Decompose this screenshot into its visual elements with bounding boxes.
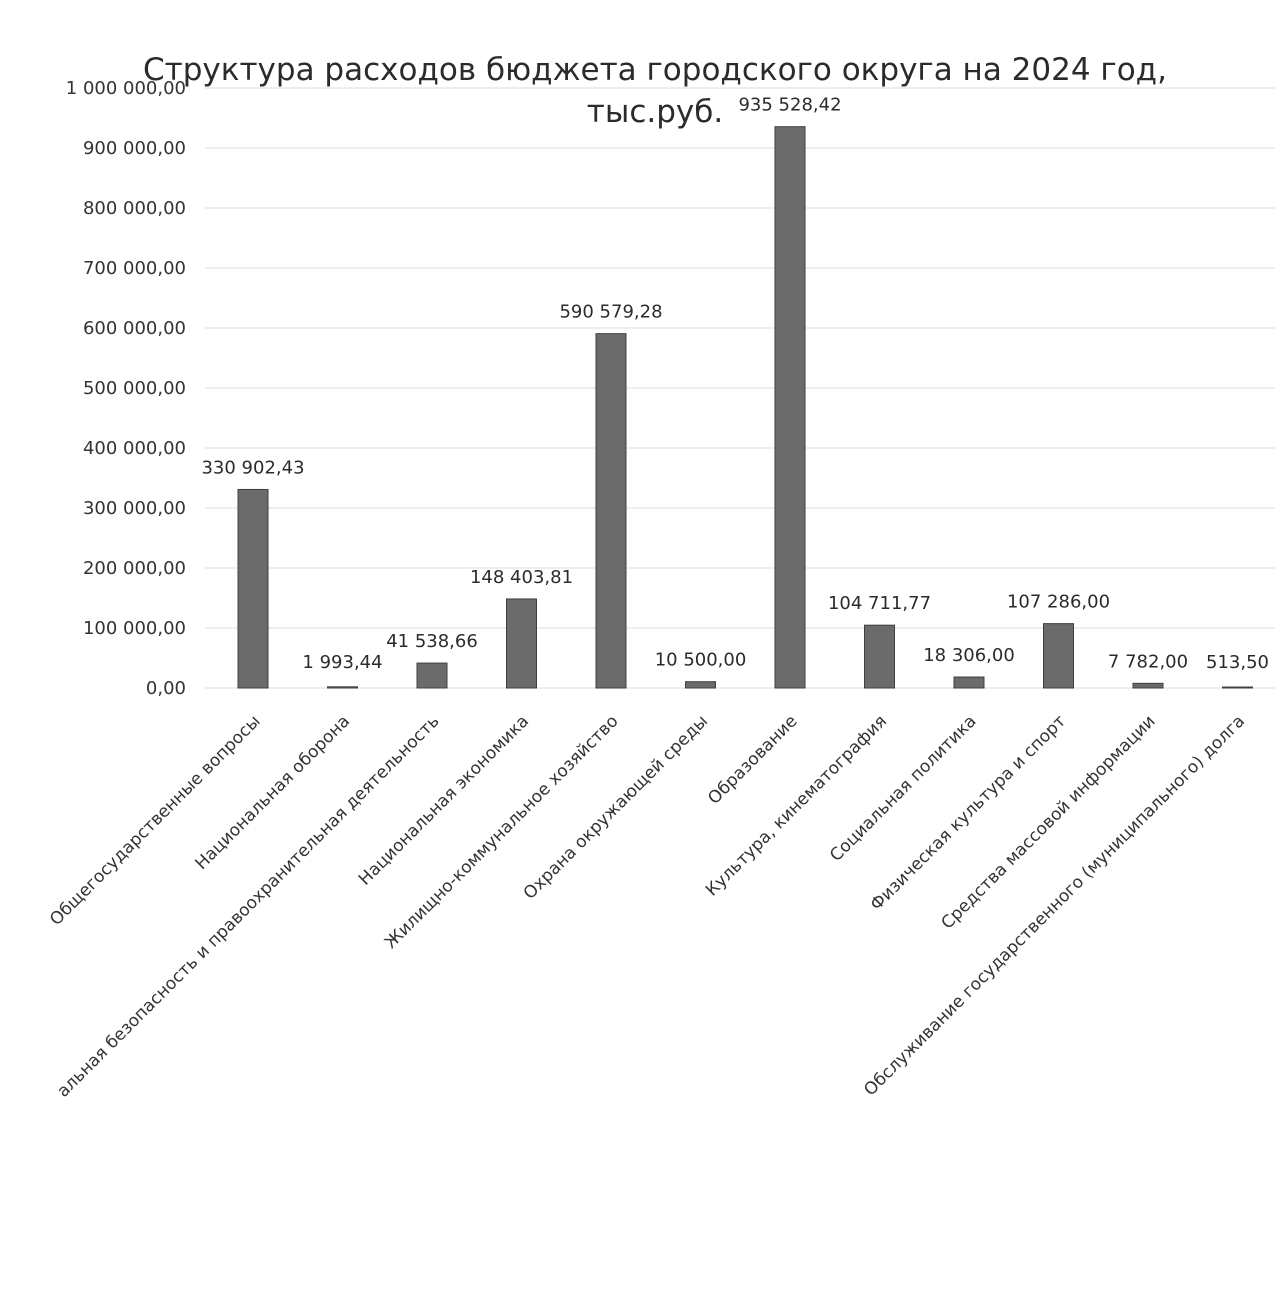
y-tick-label: 400 000,00 [83, 438, 186, 459]
y-tick-label: 1 000 000,00 [66, 78, 186, 99]
data-label: 18 306,00 [923, 645, 1015, 666]
x-category-label: Культура, кинематография [702, 711, 891, 900]
gridlines [205, 87, 1275, 689]
y-axis-tick-labels: 0,00 100 000,00 200 000,00 300 000,00 400 00… [66, 78, 186, 699]
y-tick-label: 900 000,00 [83, 138, 186, 159]
bar [506, 598, 537, 689]
y-tick-label: 0,00 [146, 678, 186, 699]
bar [1222, 686, 1253, 689]
x-category-label: альная безопасность и правоохранительная… [53, 711, 443, 1101]
chart-subtitle: тыс.руб. [587, 94, 723, 130]
data-label: 107 286,00 [1007, 592, 1110, 613]
y-tick-label: 300 000,00 [83, 498, 186, 519]
x-category-label: Образование [704, 711, 801, 808]
bar [595, 333, 627, 689]
x-category-label: Национальная экономика [355, 711, 533, 889]
data-label: 935 528,42 [738, 95, 841, 116]
x-category-label: Физическая культура и спорт [867, 711, 1071, 915]
data-label: 330 902,43 [201, 457, 304, 478]
data-label: 41 538,66 [386, 631, 478, 652]
bar [416, 662, 448, 689]
y-tick-label: 500 000,00 [83, 378, 186, 399]
data-label: 104 711,77 [828, 593, 931, 614]
bars [237, 126, 1253, 689]
bar [237, 488, 269, 689]
bar [953, 676, 985, 689]
bar [1132, 682, 1164, 689]
y-tick-label: 700 000,00 [83, 258, 186, 279]
data-label: 1 993,44 [302, 652, 382, 673]
x-axis-category-labels: Общегосударственные вопросыНациональная … [46, 711, 1249, 1101]
y-tick-label: 600 000,00 [83, 318, 186, 339]
x-category-label: Национальная оборона [192, 711, 355, 874]
bar [685, 681, 716, 689]
y-tick-label: 800 000,00 [83, 198, 186, 219]
data-label: 7 782,00 [1108, 651, 1188, 672]
data-label: 148 403,81 [470, 567, 573, 588]
bar [864, 624, 895, 689]
bar [774, 126, 806, 689]
x-category-label: Социальная политика [826, 711, 980, 865]
bar [327, 686, 358, 689]
chart-title: Структура расходов бюджета городского ок… [143, 52, 1167, 88]
data-label: 10 500,00 [655, 650, 747, 671]
data-label: 513,50 [1206, 652, 1269, 673]
bar [1043, 623, 1074, 689]
y-tick-label: 100 000,00 [83, 618, 186, 639]
data-label: 590 579,28 [559, 302, 662, 323]
y-tick-label: 200 000,00 [83, 558, 186, 579]
x-category-label: Охрана окружающей среды [520, 711, 712, 903]
